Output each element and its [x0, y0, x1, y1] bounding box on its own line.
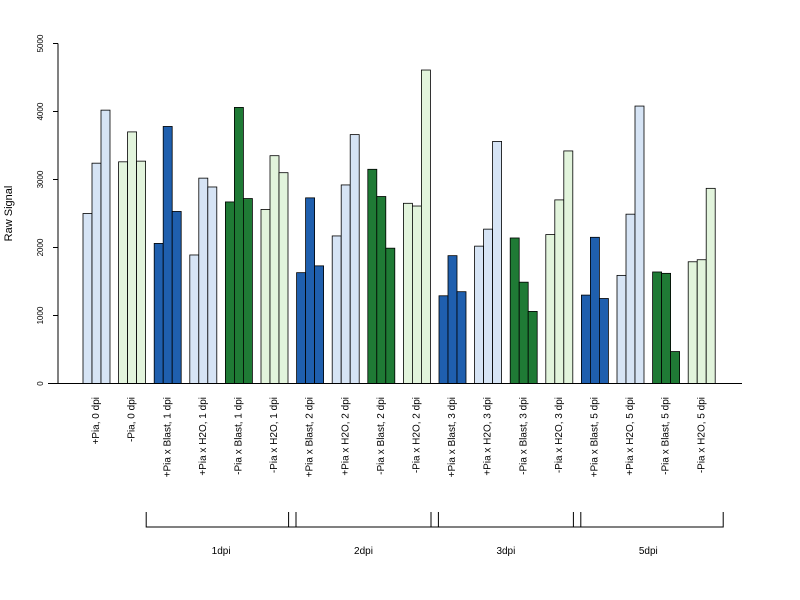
- y-tick-label: 4000: [36, 102, 45, 120]
- bar: [518, 281, 529, 384]
- bar: [331, 235, 342, 384]
- bar: [314, 265, 325, 384]
- bar: [278, 172, 289, 384]
- y-axis: 0 1000 2000 3000 4000 5000: [36, 34, 59, 386]
- bar: [696, 259, 707, 384]
- bar: [590, 236, 600, 384]
- bar: [527, 311, 538, 384]
- bar: [616, 274, 627, 384]
- bar: [581, 294, 591, 384]
- bar: [376, 196, 387, 384]
- category-label: +Pia, 0 dpi: [91, 397, 102, 445]
- bar: [420, 69, 431, 384]
- bar: [224, 201, 235, 384]
- category-label: +Pia x Blast, 3 dpi: [447, 397, 458, 477]
- category-label: -Pia x H2O, 3 dpi: [554, 397, 565, 473]
- bar: [269, 155, 280, 384]
- y-tick-label: 0: [36, 381, 45, 386]
- group-bracket: [145, 512, 297, 528]
- bar: [483, 228, 494, 384]
- group-bracket: [430, 512, 582, 528]
- group-bracket: [572, 512, 724, 528]
- group-label: 2dpi: [354, 546, 373, 557]
- bar: [260, 209, 271, 384]
- y-axis-title: Raw Signal: [3, 186, 15, 242]
- bar: [599, 298, 609, 384]
- bar: [198, 177, 209, 384]
- bar: [82, 213, 93, 384]
- category-labels: +Pia, 0 dpi -Pia, 0 dpi +Pia x Blast, 1 dp…: [91, 397, 707, 477]
- bar: [367, 168, 378, 384]
- category-label: +Pia x H2O, 3 dpi: [483, 397, 494, 476]
- bar: [296, 272, 307, 384]
- group-label: 3dpi: [496, 546, 515, 557]
- category-label: -Pia x Blast, 1 dpi: [234, 397, 245, 475]
- category-label: +Pia x H2O, 2 dpi: [340, 397, 351, 476]
- bar: [509, 237, 520, 384]
- bar: [411, 205, 422, 384]
- bar: [207, 186, 218, 384]
- bar: [687, 261, 698, 384]
- bar: [242, 198, 253, 384]
- category-label: -Pia, 0 dpi: [127, 397, 138, 442]
- group-bracket: [288, 512, 439, 528]
- bar: [305, 197, 316, 384]
- bar: [492, 141, 503, 384]
- category-label: +Pia x Blast, 5 dpi: [590, 397, 601, 477]
- bar: [456, 291, 467, 384]
- bar: [625, 213, 636, 384]
- bar: [661, 272, 671, 384]
- category-label: +Pia x Blast, 2 dpi: [305, 397, 316, 477]
- bar: [563, 150, 574, 384]
- y-tick-label: 1000: [36, 306, 45, 324]
- bar: [554, 199, 565, 384]
- bar: [136, 160, 147, 384]
- bar: [634, 105, 645, 384]
- group-brackets: 1dpi 2dpi 3dpi 5dpi: [145, 512, 724, 557]
- category-label: -Pia x H2O, 5 dpi: [696, 397, 707, 473]
- bar: [385, 247, 396, 384]
- category-label: -Pia x Blast, 5 dpi: [661, 397, 672, 475]
- category-label: -Pia x Blast, 3 dpi: [518, 397, 529, 475]
- group-label: 5dpi: [639, 546, 658, 557]
- bar: [127, 131, 137, 384]
- bar: [118, 161, 128, 384]
- category-label: -Pia x Blast, 2 dpi: [376, 397, 387, 475]
- category-label: -Pia x H2O, 2 dpi: [412, 397, 423, 473]
- bar: [100, 109, 111, 384]
- bar: [474, 245, 485, 384]
- bar: [233, 107, 244, 384]
- bar: [162, 126, 173, 384]
- bar: [349, 134, 360, 384]
- bar: [705, 187, 716, 384]
- bar: [670, 351, 680, 384]
- group-label: 1dpi: [212, 546, 231, 557]
- bar: [545, 234, 556, 384]
- bar: [438, 295, 449, 384]
- bar: [340, 184, 351, 384]
- bar: [447, 255, 458, 384]
- category-label: -Pia x H2O, 1 dpi: [269, 397, 280, 473]
- category-label: +Pia x H2O, 1 dpi: [198, 397, 209, 476]
- y-tick-label: 5000: [36, 34, 45, 52]
- bar: [652, 271, 662, 384]
- y-tick-label: 2000: [36, 238, 45, 256]
- bars: [82, 69, 716, 384]
- bar: [171, 211, 182, 384]
- y-tick-label: 3000: [36, 170, 45, 188]
- bar: [153, 243, 164, 384]
- bar: [91, 162, 102, 384]
- category-label: +Pia x Blast, 1 dpi: [162, 397, 173, 477]
- bar: [402, 202, 413, 384]
- bar: [189, 254, 200, 384]
- category-label: +Pia x H2O, 5 dpi: [625, 397, 636, 476]
